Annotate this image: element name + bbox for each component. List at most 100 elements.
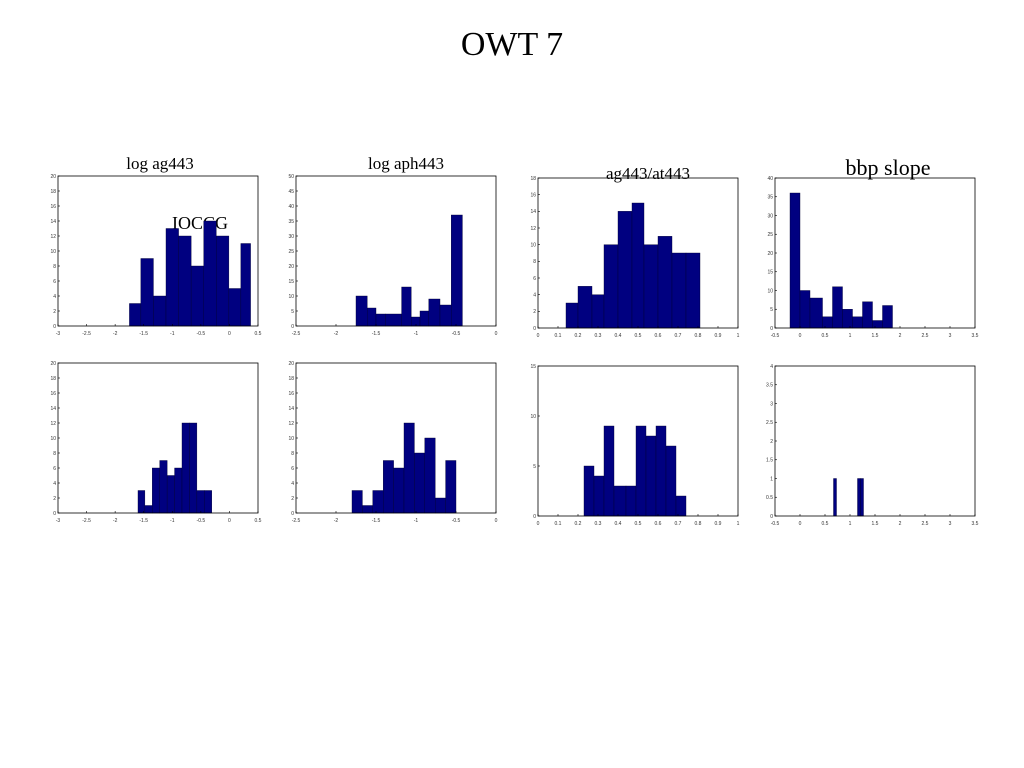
y-tick-label: 10 (530, 242, 536, 248)
x-tick-label: 1 (849, 333, 852, 339)
y-tick-label: 0 (53, 511, 56, 517)
histogram-bar (645, 435, 657, 517)
histogram-bar (577, 286, 593, 329)
y-tick-label: 4 (770, 364, 773, 370)
x-tick-label: 0.5 (635, 333, 642, 339)
y-tick-label: 16 (50, 391, 56, 397)
x-tick-label: -2.5 (82, 331, 91, 337)
histogram-bar (140, 258, 154, 327)
y-tick-label: 5 (770, 307, 773, 313)
y-tick-label: 2 (53, 496, 56, 502)
x-tick-label: -1 (414, 331, 419, 337)
y-tick-label: 0 (770, 514, 773, 520)
x-tick-label: 0.6 (655, 521, 662, 527)
histogram-bar (675, 495, 687, 517)
y-tick-label: 14 (50, 219, 56, 225)
x-tick-label: -0.5 (771, 521, 780, 527)
x-tick-label: 0 (537, 333, 540, 339)
chart-ag443-at443-top: 0 0.1 0.2 0.3 0.4 0.5 0.6 0.7 0.8 0.9 102468101214… (530, 176, 739, 339)
histogram-bar (153, 295, 167, 327)
x-tick-label: -0.5 (771, 333, 780, 339)
x-tick-label: 0.5 (255, 331, 262, 337)
histogram-bar (852, 316, 863, 329)
histogram-bar (445, 460, 457, 514)
x-tick-label: 0.7 (675, 333, 682, 339)
y-tick-label: 20 (288, 264, 294, 270)
histogram-bar (178, 235, 192, 327)
x-tick-label: -1.5 (139, 518, 148, 524)
y-tick-label: 10 (767, 288, 773, 294)
y-tick-label: 15 (530, 364, 536, 370)
x-tick-label: 0.4 (615, 333, 622, 339)
x-tick-label: 0.9 (715, 333, 722, 339)
histogram-bar (665, 445, 677, 517)
y-tick-label: 25 (288, 249, 294, 255)
y-tick-label: 14 (530, 209, 536, 215)
y-tick-label: 3.5 (766, 383, 773, 389)
x-tick-label: 3 (949, 333, 952, 339)
histogram-bar (372, 490, 384, 514)
y-tick-label: 35 (767, 195, 773, 201)
x-tick-label: 0.1 (555, 521, 562, 527)
y-tick-label: 1 (770, 476, 773, 482)
x-tick-label: 0.8 (695, 521, 702, 527)
y-tick-label: 5 (533, 464, 536, 470)
x-tick-label: 3 (949, 521, 952, 527)
x-tick-label: -2 (113, 518, 118, 524)
y-tick-label: 18 (288, 376, 294, 382)
histogram-bar (593, 475, 605, 517)
y-tick-label: 45 (288, 189, 294, 195)
x-tick-label: 1 (737, 521, 740, 527)
y-tick-label: 0 (291, 324, 294, 330)
x-tick-label: -2 (334, 331, 339, 337)
histogram-bar (603, 425, 615, 517)
x-tick-label: 3.5 (972, 333, 979, 339)
x-tick-label: 2 (899, 333, 902, 339)
y-tick-label: 8 (291, 451, 294, 457)
y-tick-label: 12 (50, 421, 56, 427)
histogram-bar (414, 452, 425, 514)
histogram-bar (410, 316, 421, 327)
chart-log-aph443-bottom: -2.5 -2 -1.5 -1 -0.5 0 0 2 4 6 8 10 12 14 16 18 20 (288, 361, 497, 524)
histogram-bar (240, 243, 251, 327)
histogram-bar (424, 437, 436, 514)
y-tick-label: 5 (291, 309, 294, 315)
histogram-bar (375, 313, 386, 327)
page-title: OWT 7 (460, 26, 564, 63)
y-tick-label: 12 (50, 234, 56, 240)
y-tick-label: 30 (767, 213, 773, 219)
y-tick-label: 20 (288, 361, 294, 367)
y-tick-label: 16 (530, 192, 536, 198)
chart-title-log-aph443: log aph443 (367, 154, 445, 173)
y-tick-label: 14 (50, 406, 56, 412)
histogram-bar (196, 490, 205, 514)
y-tick-label: 40 (767, 176, 773, 182)
y-tick-label: 18 (50, 189, 56, 195)
x-tick-label: 1.5 (872, 333, 879, 339)
y-tick-label: 20 (50, 174, 56, 180)
y-tick-label: 0 (770, 326, 773, 332)
histogram-bar (393, 467, 405, 514)
histogram-bar (872, 320, 883, 329)
y-tick-label: 20 (767, 251, 773, 257)
histogram-bar (144, 505, 153, 514)
histogram-bar (228, 288, 242, 327)
x-tick-label: 0.5 (255, 518, 262, 524)
histogram-bar (355, 295, 368, 327)
y-tick-label: 6 (533, 276, 536, 282)
histogram-bar (565, 302, 579, 329)
y-tick-label: 25 (767, 232, 773, 238)
axes-frame (774, 365, 976, 517)
y-tick-label: 8 (53, 451, 56, 457)
x-tick-label: 0 (228, 518, 231, 524)
axes-frame (295, 175, 497, 327)
x-tick-label: 1.5 (872, 521, 879, 527)
x-tick-label: 0.2 (575, 521, 582, 527)
x-tick-label: -2.5 (292, 331, 301, 337)
chart-bbp-slope-bottom: -0.5 0 0.5 1 1.5 2 2.5 3 3.500.511.522.533.54 (766, 364, 979, 527)
x-tick-label: -0.5 (197, 518, 206, 524)
x-tick-label: 2 (899, 521, 902, 527)
x-tick-label: 0.5 (822, 521, 829, 527)
histogram-bar (809, 297, 823, 329)
